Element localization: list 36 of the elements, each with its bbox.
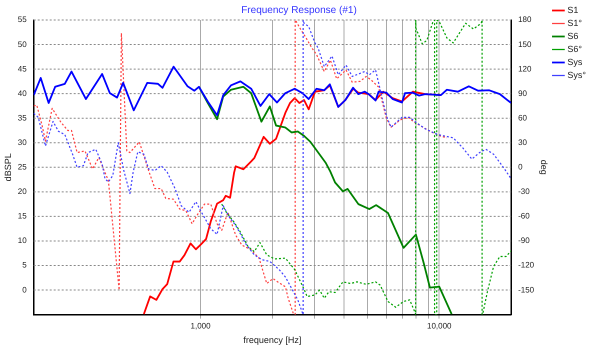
x-tick-label: 10,000 xyxy=(427,322,452,331)
y-tick-label: 5 xyxy=(22,260,28,270)
x-axis-title: frequency [Hz] xyxy=(243,335,302,346)
y-tick-label: 50 xyxy=(18,40,28,49)
y2-tick-label: 60 xyxy=(518,113,528,122)
y-tick-label: 45 xyxy=(18,64,28,74)
y2-tick-label: -150 xyxy=(518,285,535,294)
legend-label: Sys° xyxy=(567,70,586,80)
y2-tick-label: 90 xyxy=(518,88,528,98)
y-tick-label: 10 xyxy=(18,236,28,246)
y2-tick-label: 120 xyxy=(518,64,532,74)
legend-label: Sys xyxy=(567,56,583,67)
y2-tick-label: -30 xyxy=(518,187,530,196)
legend-label: S6 xyxy=(567,30,578,41)
y2-axis-title: deg xyxy=(539,160,550,175)
legend-label: S6° xyxy=(567,44,582,54)
y2-tick-label: 150 xyxy=(518,40,532,49)
y-tick-label: 20 xyxy=(18,187,28,196)
y-tick-label: 30 xyxy=(18,138,28,147)
y2-tick-label: 180 xyxy=(518,15,532,24)
y-tick-label: 40 xyxy=(18,88,28,98)
y-tick-label: 35 xyxy=(18,113,28,122)
y-axis-title: dBSPL xyxy=(2,153,13,182)
y-tick-label: 15 xyxy=(18,212,28,221)
y-tick-label: 55 xyxy=(18,15,28,24)
chart-title: Frequency Response (#1) xyxy=(241,4,357,16)
y2-tick-label: -90 xyxy=(518,236,530,246)
y2-tick-label: -120 xyxy=(518,260,535,270)
y2-tick-label: 0 xyxy=(518,162,524,172)
legend-label: S1 xyxy=(567,4,578,15)
legend-label: S1° xyxy=(567,18,582,28)
x-tick-label: 1,000 xyxy=(190,322,212,331)
y2-tick-label: 30 xyxy=(518,138,528,147)
y-tick-label: 0 xyxy=(22,285,28,294)
y2-tick-label: -60 xyxy=(518,212,530,221)
y-tick-label: 25 xyxy=(18,162,28,172)
